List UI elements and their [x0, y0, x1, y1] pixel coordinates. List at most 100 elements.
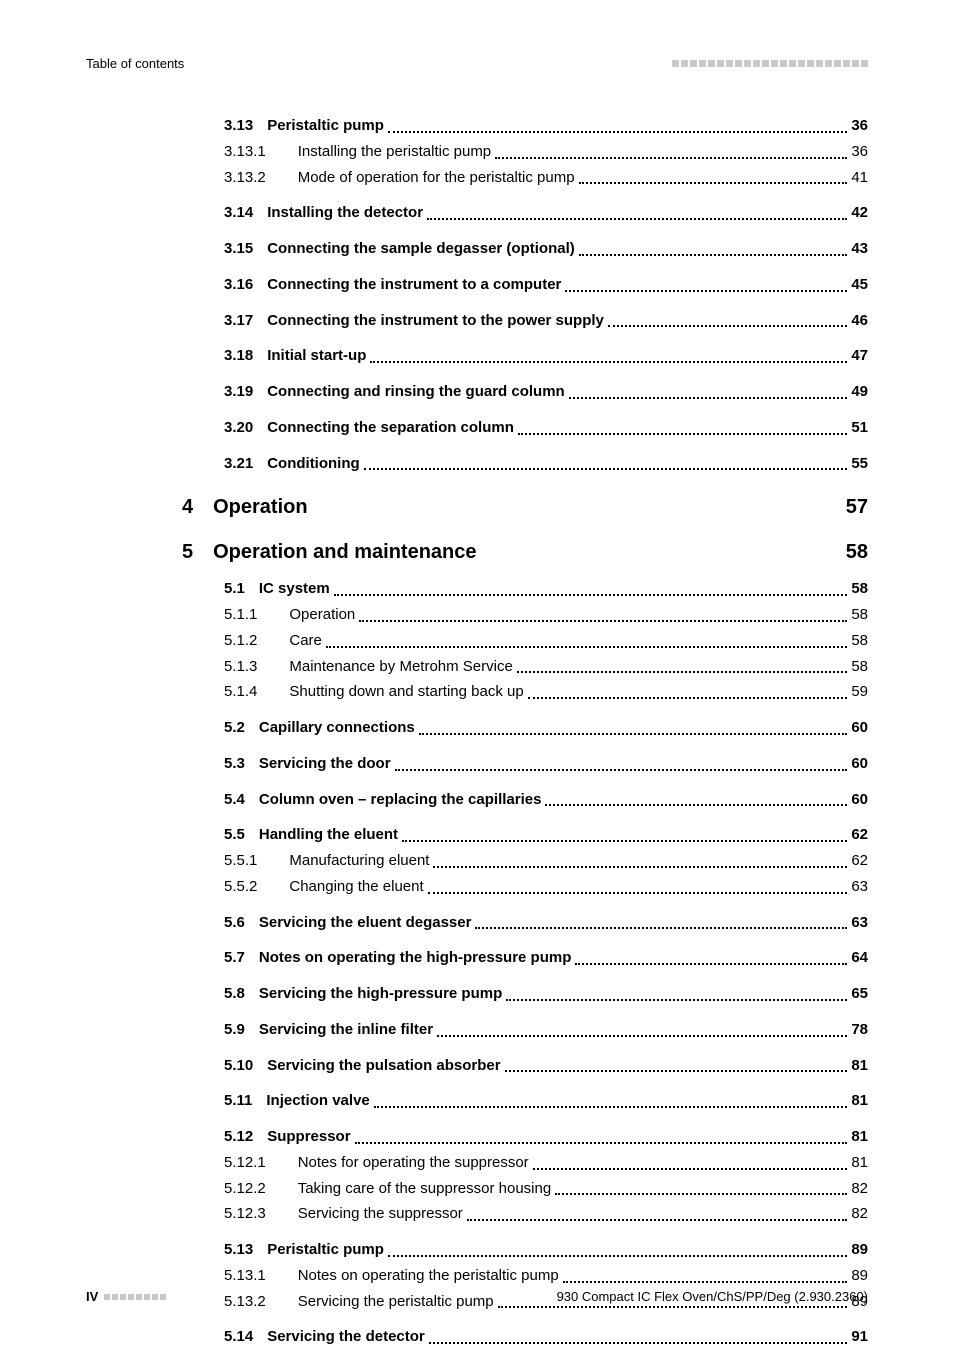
toc-entry-page: 60: [851, 753, 868, 775]
ornament-square: [771, 60, 778, 67]
toc-entry-page: 41: [851, 167, 868, 189]
toc-entry-page: 63: [851, 876, 868, 898]
footer-row: IV 930 Compact IC Flex Oven/ChS/PP/Deg (…: [86, 1289, 868, 1304]
toc-entry-page: 91: [851, 1326, 868, 1348]
toc-entry-page: 58: [851, 578, 868, 600]
toc-section: 3.15Connecting the sample degasser (opti…: [224, 238, 868, 260]
toc-entry-number: 5.12.2: [224, 1178, 280, 1200]
toc-section: 5.2Capillary connections60: [224, 717, 868, 739]
toc-leader-dots: [475, 927, 847, 929]
ornament-square: [708, 60, 715, 67]
footer-ornament: [104, 1294, 166, 1300]
header-left: Table of contents: [86, 56, 184, 71]
toc-entry-number: 5.13.1: [224, 1265, 280, 1287]
toc-entry-title: IC system: [259, 578, 330, 600]
toc-entry-page: 60: [851, 717, 868, 739]
toc-entry-title: Shutting down and starting back up: [271, 681, 523, 703]
toc-leader-dots: [533, 1168, 848, 1170]
toc-entry-number: 3.13: [224, 115, 267, 137]
toc-chapter-title: Operation and maintenance: [213, 541, 846, 564]
footer-left: IV: [86, 1289, 166, 1304]
toc-chapter: 5Operation and maintenance58: [182, 541, 868, 564]
ornament-square: [136, 1294, 142, 1300]
toc-entry-number: 3.18: [224, 345, 267, 367]
toc-entry-page: 63: [851, 912, 868, 934]
ornament-square: [144, 1294, 150, 1300]
toc-entry-number: 3.17: [224, 310, 267, 332]
toc-entry-number: 5.10: [224, 1055, 267, 1077]
toc-entry-page: 81: [851, 1055, 868, 1077]
toc-section: 5.6Servicing the eluent degasser63: [224, 912, 868, 934]
toc-entry-page: 51: [851, 417, 868, 439]
ornament-square: [120, 1294, 126, 1300]
toc-entry-number: 5.7: [224, 947, 259, 969]
toc-subsection: 3.13.1Installing the peristaltic pump36: [224, 141, 868, 163]
toc-subsection: 5.12.1Notes for operating the suppressor…: [224, 1152, 868, 1174]
toc-section: 5.9Servicing the inline filter78: [224, 1019, 868, 1041]
toc-entry-title: Connecting the separation column: [267, 417, 514, 439]
toc-section: 5.11Injection valve81: [224, 1090, 868, 1112]
ornament-square: [834, 60, 841, 67]
toc-entry-title: Conditioning: [267, 453, 359, 475]
ornament-square: [717, 60, 724, 67]
toc-leader-dots: [370, 361, 847, 363]
toc-leader-dots: [433, 866, 847, 868]
ornament-square: [843, 60, 850, 67]
toc-leader-dots: [395, 769, 848, 771]
ornament-square: [753, 60, 760, 67]
toc-leader-dots: [355, 1142, 848, 1144]
toc-entry-page: 62: [851, 850, 868, 872]
toc-entry-title: Notes for operating the suppressor: [280, 1152, 529, 1174]
toc-leader-dots: [374, 1106, 848, 1108]
toc-entry-number: 5.1.1: [224, 604, 271, 626]
header-ornament: [672, 60, 868, 67]
toc-entry-title: Connecting the sample degasser (optional…: [267, 238, 575, 260]
header-row: Table of contents: [86, 56, 868, 71]
ornament-square: [672, 60, 679, 67]
toc-section: 5.10Servicing the pulsation absorber81: [224, 1055, 868, 1077]
toc-leader-dots: [429, 1342, 848, 1344]
toc-chapter-page: 57: [846, 496, 868, 519]
toc-entry-page: 36: [851, 115, 868, 137]
toc-section: 3.20Connecting the separation column51: [224, 417, 868, 439]
toc-entry-page: 64: [851, 947, 868, 969]
toc-entry-page: 46: [851, 310, 868, 332]
toc-leader-dots: [518, 433, 847, 435]
toc-entry-title: Operation: [271, 604, 355, 626]
toc-entry-title: Servicing the high-pressure pump: [259, 983, 502, 1005]
toc-section: 5.12Suppressor81: [224, 1126, 868, 1148]
ornament-square: [744, 60, 751, 67]
toc-entry-title: Peristaltic pump: [267, 115, 384, 137]
toc-entry-number: 3.21: [224, 453, 267, 475]
toc-entry-page: 55: [851, 453, 868, 475]
toc-entry-number: 3.19: [224, 381, 267, 403]
ornament-square: [726, 60, 733, 67]
ornament-square: [690, 60, 697, 67]
toc-entry-number: 3.13.2: [224, 167, 280, 189]
toc-leader-dots: [402, 840, 847, 842]
toc-entry-page: 78: [851, 1019, 868, 1041]
ornament-square: [152, 1294, 158, 1300]
ornament-square: [128, 1294, 134, 1300]
toc-leader-dots: [419, 733, 848, 735]
ornament-square: [816, 60, 823, 67]
toc-leader-dots: [528, 697, 848, 699]
toc-subsection: 5.12.3Servicing the suppressor82: [224, 1203, 868, 1225]
toc-entry-title: Connecting and rinsing the guard column: [267, 381, 565, 403]
toc-entry-title: Changing the eluent: [271, 876, 423, 898]
toc-entry-title: Servicing the inline filter: [259, 1019, 433, 1041]
toc-entry-title: Handling the eluent: [259, 824, 398, 846]
toc-section: 3.17Connecting the instrument to the pow…: [224, 310, 868, 332]
toc-entry-number: 3.16: [224, 274, 267, 296]
toc-entry-number: 3.13.1: [224, 141, 280, 163]
toc-subsection: 5.5.2Changing the eluent63: [224, 876, 868, 898]
toc-entry-title: Servicing the suppressor: [280, 1203, 463, 1225]
toc-entry-title: Suppressor: [267, 1126, 350, 1148]
toc-entry-page: 65: [851, 983, 868, 1005]
toc-chapter-page: 58: [846, 541, 868, 564]
toc-entry-number: 5.8: [224, 983, 259, 1005]
toc-entry-page: 58: [851, 656, 868, 678]
toc-entry-page: 89: [851, 1239, 868, 1261]
toc-entry-number: 5.2: [224, 717, 259, 739]
toc-entry-number: 5.3: [224, 753, 259, 775]
